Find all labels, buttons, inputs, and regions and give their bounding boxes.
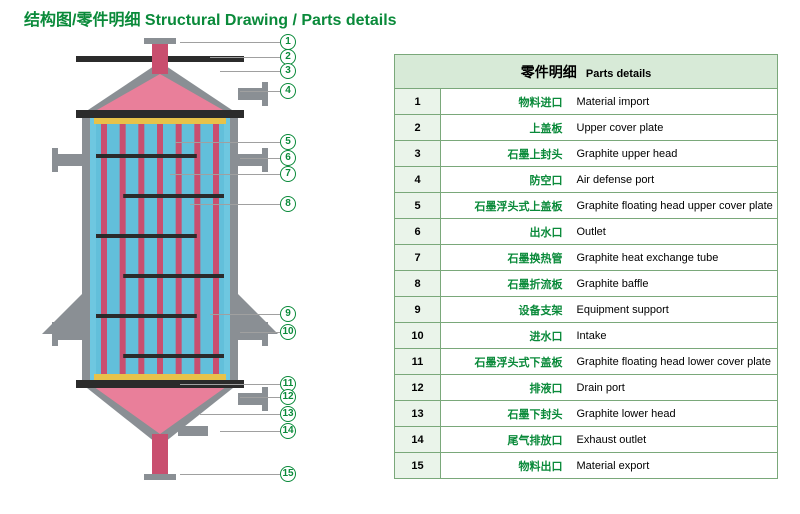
table-row: 5石墨浮头式上盖板Graphite floating head upper co… <box>395 193 778 219</box>
part-name-cn: 石墨上封头 <box>441 141 571 167</box>
table-row: 11石墨浮头式下盖板Graphite floating head lower c… <box>395 349 778 375</box>
structural-drawing: 123456789101112131415 <box>0 34 360 504</box>
title-cn: 结构图/零件明细 <box>24 12 140 29</box>
part-name-cn: 物料进口 <box>441 89 571 115</box>
part-name-cn: 尾气排放口 <box>441 427 571 453</box>
part-name-en: Equipment support <box>571 297 778 323</box>
table-row: 10进水口Intake <box>395 323 778 349</box>
part-name-cn: 上盖板 <box>441 115 571 141</box>
part-name-en: Graphite floating head upper cover plate <box>571 193 778 219</box>
table-row: 1物料进口Material import <box>395 89 778 115</box>
part-name-cn: 石墨换热管 <box>441 245 571 271</box>
table-row: 9设备支架Equipment support <box>395 297 778 323</box>
part-number: 15 <box>395 453 441 479</box>
part-name-en: Graphite lower head <box>571 401 778 427</box>
table-row: 2上盖板Upper cover plate <box>395 115 778 141</box>
part-name-cn: 石墨浮头式下盖板 <box>441 349 571 375</box>
part-number: 3 <box>395 141 441 167</box>
part-number: 11 <box>395 349 441 375</box>
title-en: Structural Drawing / Parts details <box>145 12 397 29</box>
part-name-cn: 石墨下封头 <box>441 401 571 427</box>
table-row: 8石墨折流板Graphite baffle <box>395 271 778 297</box>
part-name-en: Exhaust outlet <box>571 427 778 453</box>
part-name-en: Material export <box>571 453 778 479</box>
part-number: 10 <box>395 323 441 349</box>
table-header-cn: 零件明细 <box>521 64 577 80</box>
part-number: 5 <box>395 193 441 219</box>
table-row: 12排液口Drain port <box>395 375 778 401</box>
part-number: 6 <box>395 219 441 245</box>
table-row: 6出水口Outlet <box>395 219 778 245</box>
table-row: 14尾气排放口Exhaust outlet <box>395 427 778 453</box>
part-number: 7 <box>395 245 441 271</box>
table-row: 7石墨换热管Graphite heat exchange tube <box>395 245 778 271</box>
drawing-svg <box>0 34 360 504</box>
table-row: 13石墨下封头Graphite lower head <box>395 401 778 427</box>
table-row: 15物料出口Material export <box>395 453 778 479</box>
part-name-en: Graphite floating head lower cover plate <box>571 349 778 375</box>
part-name-cn: 设备支架 <box>441 297 571 323</box>
page-title: 结构图/零件明细 Structural Drawing / Parts deta… <box>24 6 397 30</box>
part-name-en: Outlet <box>571 219 778 245</box>
part-name-cn: 石墨折流板 <box>441 271 571 297</box>
part-name-en: Graphite upper head <box>571 141 778 167</box>
part-name-en: Material import <box>571 89 778 115</box>
table-row: 3石墨上封头Graphite upper head <box>395 141 778 167</box>
part-name-en: Graphite heat exchange tube <box>571 245 778 271</box>
part-number: 9 <box>395 297 441 323</box>
part-number: 12 <box>395 375 441 401</box>
part-name-cn: 出水口 <box>441 219 571 245</box>
part-name-cn: 石墨浮头式上盖板 <box>441 193 571 219</box>
part-number: 8 <box>395 271 441 297</box>
part-name-en: Drain port <box>571 375 778 401</box>
parts-table-header: 零件明细 Parts details <box>395 55 778 89</box>
part-number: 1 <box>395 89 441 115</box>
part-name-cn: 防空口 <box>441 167 571 193</box>
part-name-en: Upper cover plate <box>571 115 778 141</box>
part-number: 13 <box>395 401 441 427</box>
part-number: 14 <box>395 427 441 453</box>
part-name-en: Intake <box>571 323 778 349</box>
part-number: 4 <box>395 167 441 193</box>
part-name-cn: 物料出口 <box>441 453 571 479</box>
part-name-cn: 排液口 <box>441 375 571 401</box>
part-number: 2 <box>395 115 441 141</box>
parts-table: 零件明细 Parts details 1物料进口Material import2… <box>394 54 778 479</box>
table-row: 4防空口Air defense port <box>395 167 778 193</box>
part-name-en: Graphite baffle <box>571 271 778 297</box>
part-name-en: Air defense port <box>571 167 778 193</box>
table-header-en: Parts details <box>586 68 651 80</box>
part-name-cn: 进水口 <box>441 323 571 349</box>
